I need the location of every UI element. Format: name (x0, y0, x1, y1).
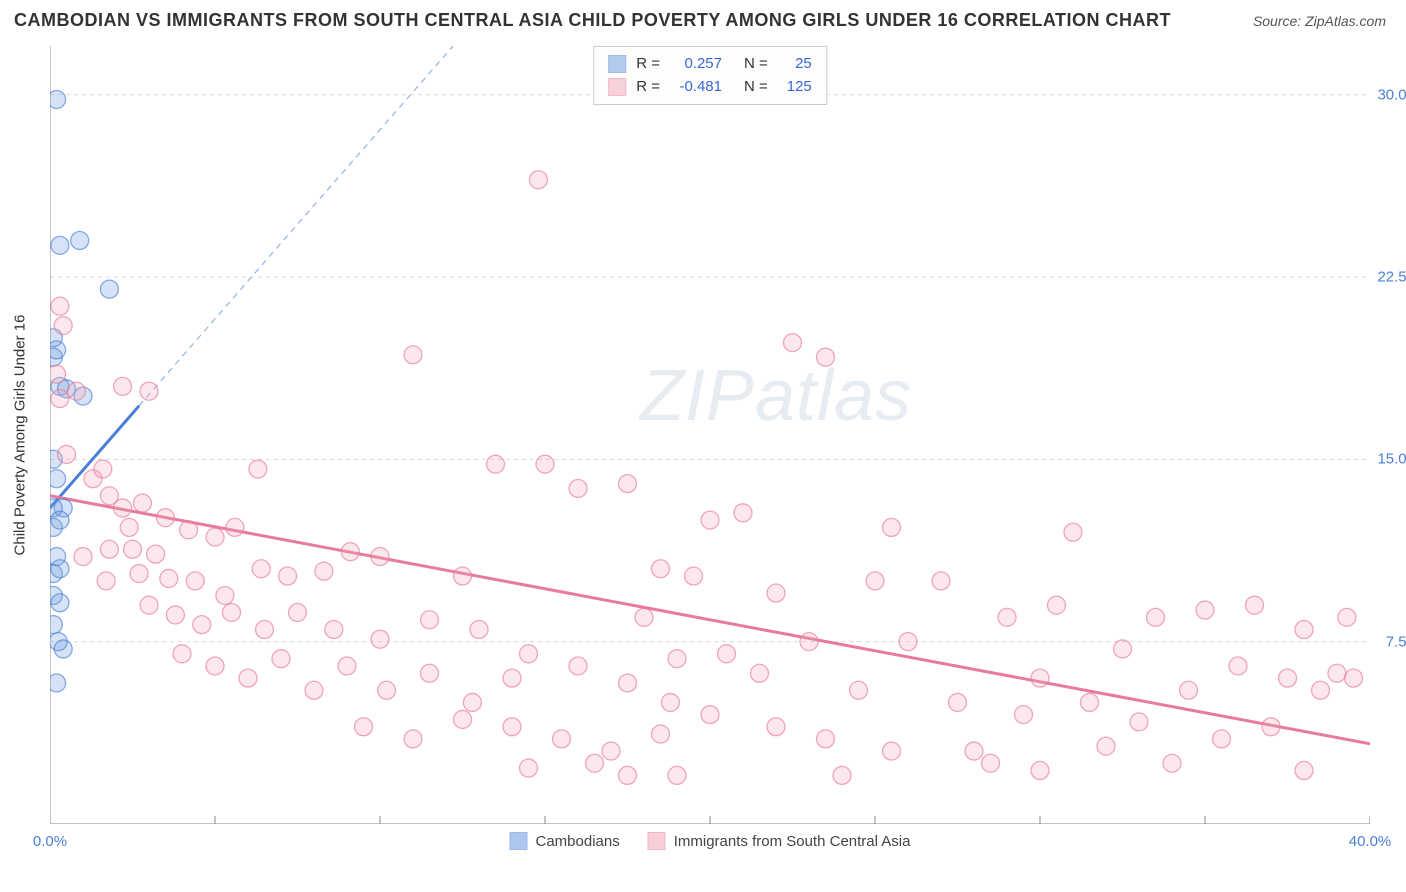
stats-n-label: N = (744, 53, 768, 76)
stats-row: R = -0.481 N = 125 (608, 76, 812, 99)
chart-area: Child Poverty Among Girls Under 16 ZIPat… (50, 46, 1370, 824)
legend-swatch (648, 832, 666, 850)
chart-title: CAMBODIAN VS IMMIGRANTS FROM SOUTH CENTR… (14, 10, 1171, 31)
stats-swatch (608, 78, 626, 96)
x-tick-label: 40.0% (1349, 833, 1392, 850)
stats-r-label: R = (636, 53, 660, 76)
y-tick-label: 30.0% (1377, 86, 1406, 103)
x-tick-label: 0.0% (33, 833, 67, 850)
y-tick-label: 7.5% (1386, 633, 1406, 650)
stats-r-value: -0.481 (670, 76, 722, 99)
stats-swatch (608, 55, 626, 73)
stats-row: R = 0.257 N = 25 (608, 53, 812, 76)
legend-label: Cambodians (536, 833, 620, 850)
stats-r-value: 0.257 (670, 53, 722, 76)
y-tick-label: 15.0% (1377, 451, 1406, 468)
legend-label: Immigrants from South Central Asia (674, 833, 911, 850)
stats-n-value: 125 (778, 76, 812, 99)
source-attribution: Source: ZipAtlas.com (1253, 13, 1386, 29)
scatter-plot (50, 46, 1370, 824)
stats-n-label: N = (744, 76, 768, 99)
legend-bottom: Cambodians Immigrants from South Central … (510, 832, 911, 850)
stats-n-value: 25 (778, 53, 812, 76)
legend-item: Cambodians (510, 832, 620, 850)
stats-r-label: R = (636, 76, 660, 99)
y-axis-label: Child Poverty Among Girls Under 16 (12, 315, 29, 556)
stats-legend-box: R = 0.257 N = 25 R = -0.481 N = 125 (593, 46, 827, 105)
legend-item: Immigrants from South Central Asia (648, 832, 911, 850)
legend-swatch (510, 832, 528, 850)
y-tick-label: 22.5% (1377, 268, 1406, 285)
header-row: CAMBODIAN VS IMMIGRANTS FROM SOUTH CENTR… (0, 0, 1406, 37)
